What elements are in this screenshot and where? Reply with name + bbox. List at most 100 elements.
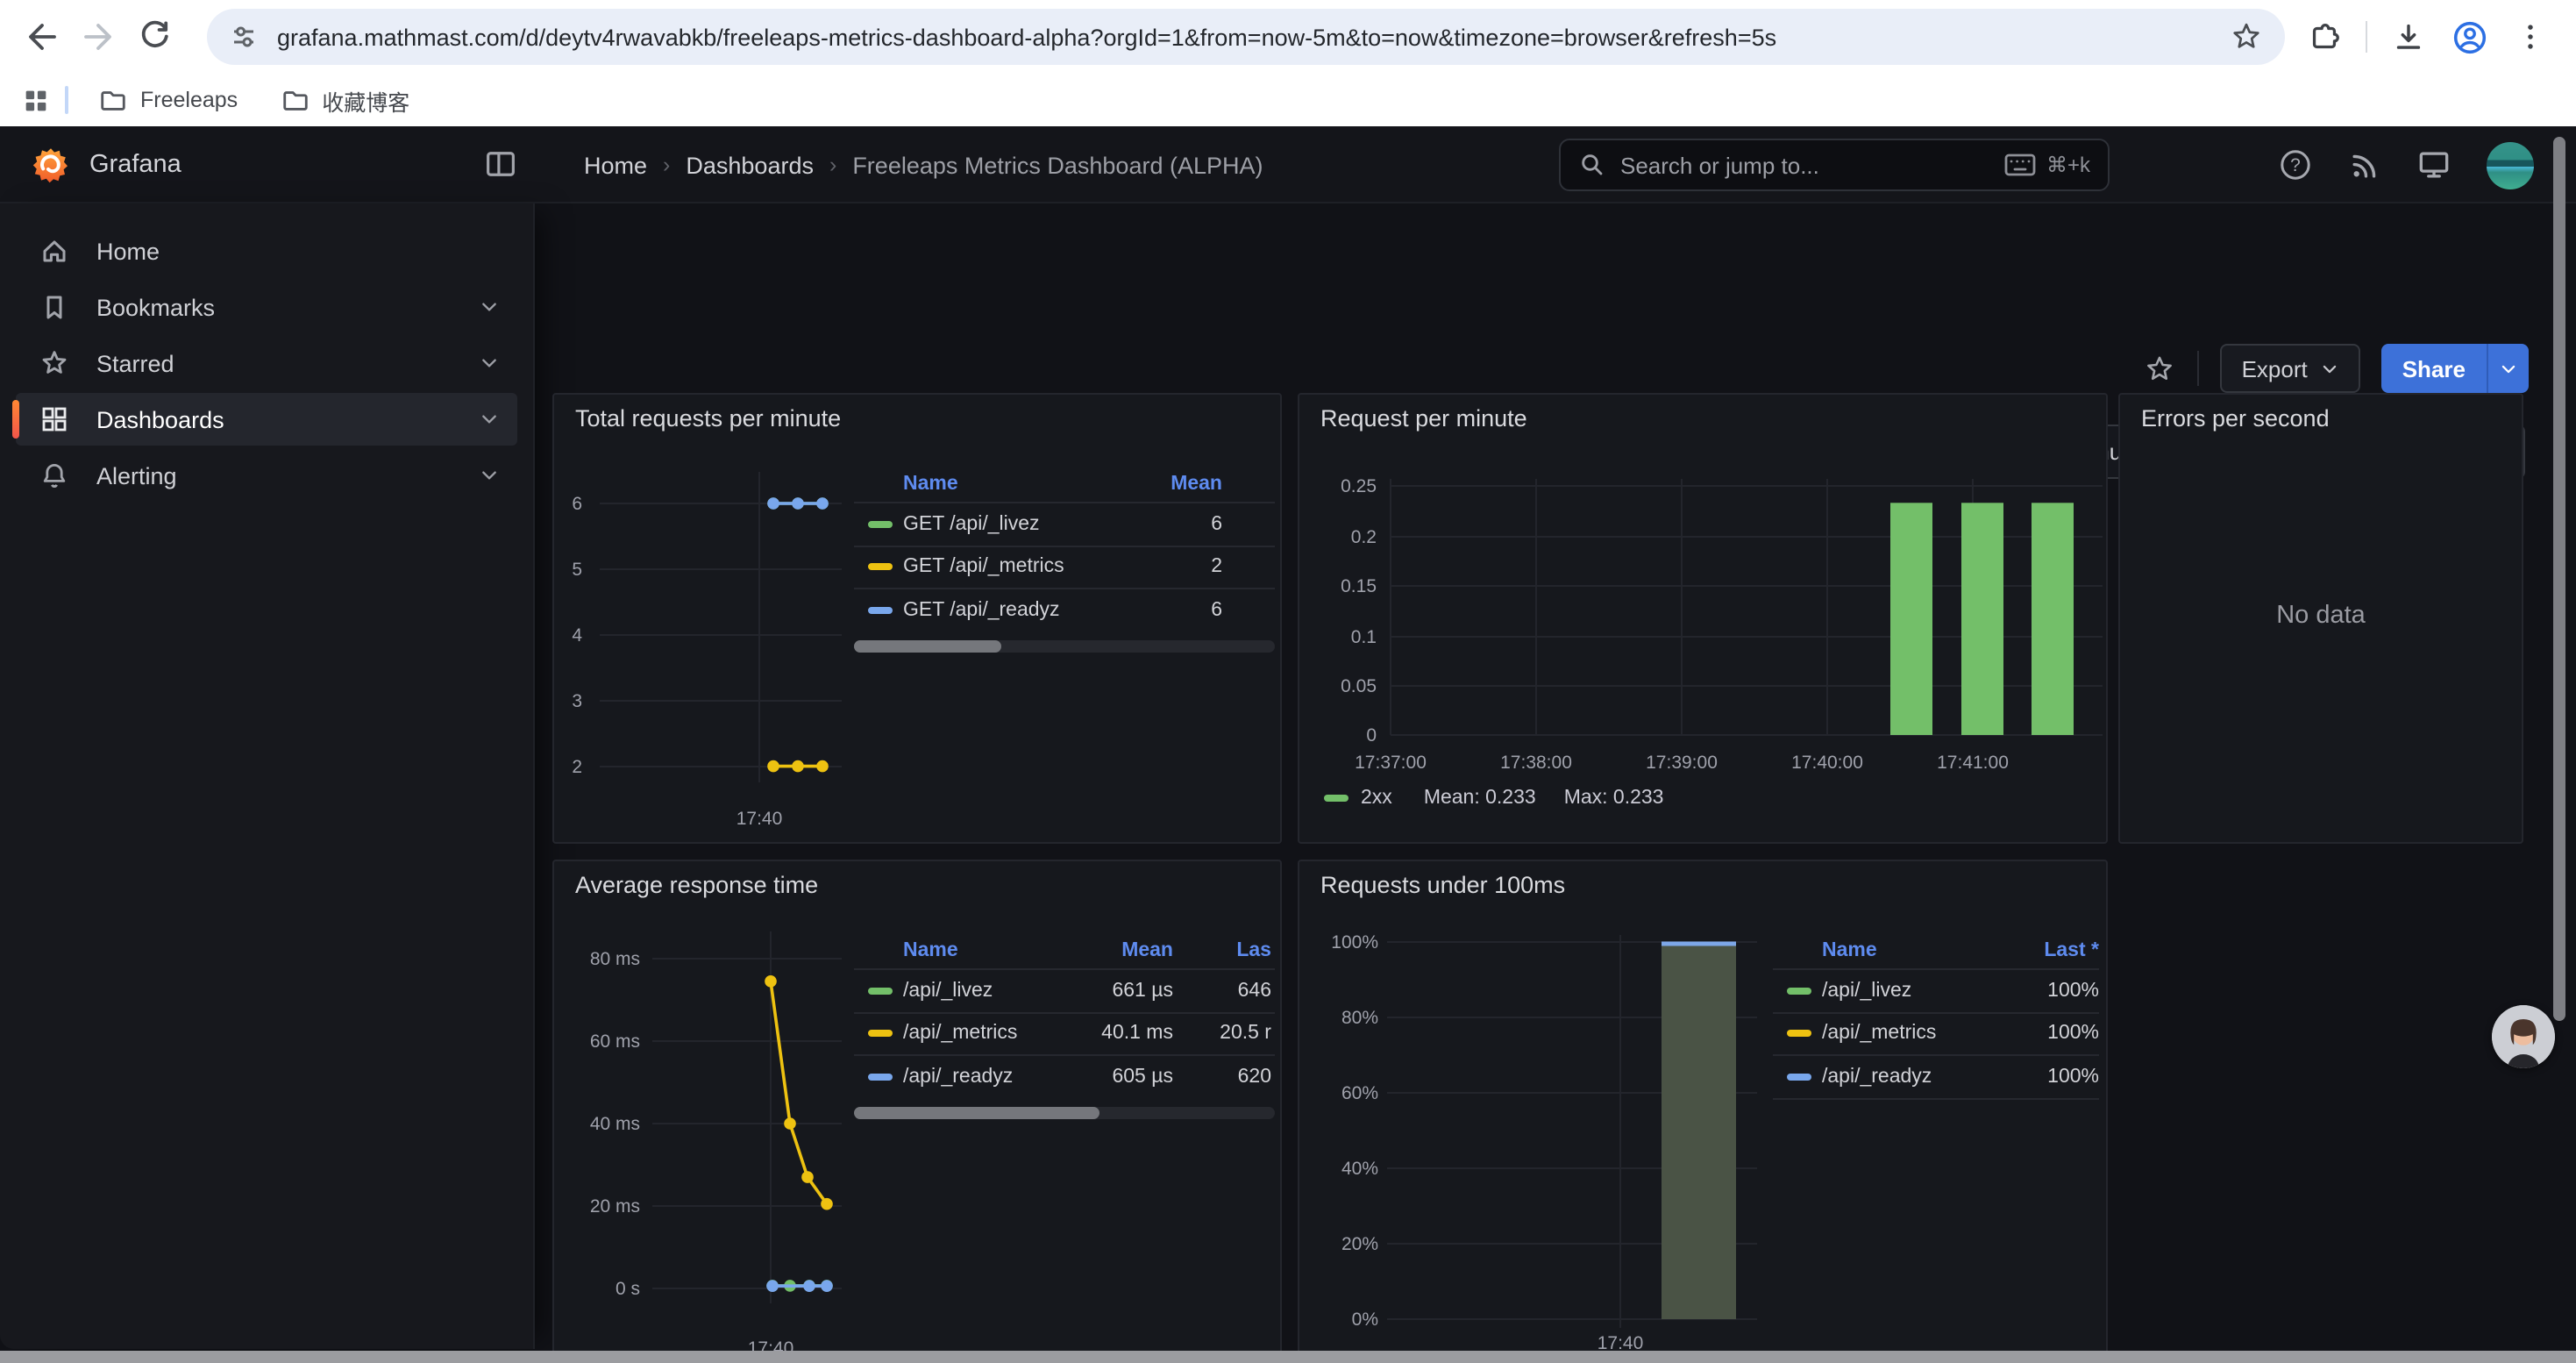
legend-series-name[interactable]: /api/_readyz — [903, 1066, 1014, 1088]
legend-row[interactable]: /api/_readyz 605 µs 620 — [854, 1054, 1275, 1097]
sidebar-item-alerting[interactable]: Alerting — [16, 449, 517, 502]
legend-series-name[interactable]: GET /api/_readyz — [903, 599, 1060, 621]
series-color-dash — [1324, 795, 1348, 802]
share-menu-button[interactable] — [2487, 344, 2529, 393]
legend-value-last: 100% — [2047, 980, 2099, 1002]
legend-value-last: 100% — [2047, 1023, 2099, 1045]
legend-col-name[interactable]: Name — [903, 939, 958, 960]
breadcrumb-separator: › — [829, 153, 837, 177]
search-input[interactable]: Search or jump to... ⌘+k — [1559, 139, 2110, 191]
legend-row[interactable]: /api/_metrics 100% — [1773, 1011, 2099, 1054]
bookmark-star-icon[interactable] — [2229, 19, 2264, 54]
legend-row[interactable]: /api/_livez 661 µs 646 — [854, 968, 1275, 1011]
sidebar-item-dashboards[interactable]: Dashboards — [12, 393, 517, 446]
legend-series-name[interactable]: /api/_metrics — [1822, 1023, 1937, 1045]
menu-kebab-icon[interactable] — [2513, 19, 2548, 54]
series-color-dash — [868, 1030, 893, 1038]
horizontal-scrollbar[interactable] — [0, 1351, 2576, 1363]
sidebar-item-home[interactable]: Home — [16, 225, 517, 277]
legend-col[interactable]: Las — [1236, 939, 1271, 960]
vertical-scrollbar[interactable] — [2553, 137, 2565, 1021]
reload-button[interactable] — [126, 9, 182, 65]
legend-col-name[interactable]: Name — [903, 473, 958, 494]
bookmark-folder-blogs[interactable]: 收藏博客 — [267, 78, 422, 122]
share-split-button: Share — [2380, 344, 2529, 393]
panel-title[interactable]: Errors per second — [2141, 405, 2330, 432]
assistant-avatar[interactable] — [2492, 1005, 2555, 1068]
legend-series-name[interactable]: /api/_livez — [1822, 980, 1912, 1002]
panel-title[interactable]: Average response time — [575, 872, 819, 898]
legend-series-name[interactable]: /api/_livez — [903, 980, 993, 1002]
legend-series-name[interactable]: GET /api/_metrics — [903, 556, 1064, 578]
site-settings-icon[interactable] — [228, 21, 260, 53]
legend-col[interactable]: Mean — [1121, 939, 1173, 960]
legend-series-name[interactable]: 2xx — [1361, 788, 1392, 809]
legend-row[interactable]: GET /api/_metrics 2 — [854, 545, 1275, 588]
panel-title[interactable]: Request per minute — [1320, 405, 1527, 432]
grafana-logo — [32, 148, 68, 183]
legend-row[interactable]: GET /api/_readyz 6 — [854, 588, 1275, 631]
svg-text:0 s: 0 s — [616, 1279, 640, 1299]
reload-icon — [141, 20, 168, 47]
url-text[interactable]: grafana.mathmast.com/d/deytv4rwavabkb/fr… — [277, 24, 1777, 50]
legend-col-name[interactable]: Name — [1822, 939, 1877, 960]
back-button[interactable] — [14, 9, 70, 65]
dashboard-actions: Export Share — [535, 330, 2576, 407]
grafana-header: Grafana Home › Dashboards › Freeleaps Metric… — [0, 126, 2576, 203]
legend-series-name[interactable]: /api/_metrics — [903, 1023, 1018, 1045]
under-100ms-chart: 100% 80% 60% 40% 20% 0% 17:40 — [1331, 932, 1757, 1353]
chevron-down-icon[interactable] — [479, 409, 500, 430]
news-rss-icon[interactable] — [2348, 148, 2381, 182]
legend-value-last: 20.5 r — [1220, 1023, 1271, 1045]
series-color-dash — [1787, 987, 1811, 995]
star-dashboard-button[interactable] — [2144, 352, 2177, 385]
profile-icon[interactable] — [2450, 17, 2490, 57]
legend-row[interactable]: /api/_metrics 40.1 ms 20.5 r — [854, 1011, 1275, 1054]
chevron-down-icon[interactable] — [479, 353, 500, 374]
svg-text:0.05: 0.05 — [1341, 676, 1377, 696]
legend-scrollbar[interactable] — [854, 1106, 1275, 1118]
legend-row[interactable]: GET /api/_livez 6 — [854, 502, 1275, 545]
legend-value-mean: 2 — [1211, 556, 1222, 578]
panel-title[interactable]: Total requests per minute — [575, 405, 842, 432]
bookmarks-bar: Freeleaps 收藏博客 — [0, 74, 2576, 126]
export-button[interactable]: Export — [2220, 344, 2360, 393]
chevron-down-icon[interactable] — [479, 465, 500, 486]
legend-header: Name Mean — [854, 465, 1275, 502]
user-avatar[interactable] — [2487, 141, 2534, 189]
bookmark-folder-freeleaps[interactable]: Freeleaps — [86, 80, 250, 120]
chevron-down-icon[interactable] — [479, 296, 500, 318]
svg-text:60%: 60% — [1341, 1083, 1378, 1103]
download-icon[interactable] — [2390, 18, 2427, 55]
panel-requests-under-100ms: Requests under 100ms 100% 80% 60% 40% 20% 0% 1… — [1298, 860, 2108, 1363]
legend-col[interactable]: Mean — [1171, 473, 1222, 494]
svg-text:20%: 20% — [1341, 1234, 1378, 1254]
sidebar-item-starred[interactable]: Starred — [16, 337, 517, 389]
share-button[interactable]: Share — [2380, 344, 2487, 393]
monitor-icon[interactable] — [2416, 147, 2451, 182]
legend-row[interactable]: /api/_readyz 100% — [1773, 1054, 2099, 1099]
breadcrumb-item[interactable]: Home — [584, 152, 648, 178]
extensions-icon[interactable] — [2306, 18, 2343, 55]
legend-row[interactable]: /api/_livez 100% — [1773, 968, 2099, 1011]
legend-col[interactable]: Last * — [2044, 939, 2099, 960]
forward-button[interactable] — [70, 9, 126, 65]
legend-table: Name Mean Las/api/_livez 661 µs 646/api/_met… — [854, 931, 1275, 1118]
search-shortcut: ⌘+k — [2004, 153, 2090, 177]
forward-icon — [84, 24, 111, 50]
legend-scrollbar[interactable] — [854, 639, 1275, 652]
sidebar-item-bookmarks[interactable]: Bookmarks — [16, 281, 517, 333]
svg-text:17:38:00: 17:38:00 — [1500, 753, 1572, 773]
apps-grid-icon[interactable] — [21, 85, 51, 115]
svg-text:17:41:00: 17:41:00 — [1937, 753, 2009, 773]
help-icon[interactable]: ? — [2278, 147, 2313, 182]
address-bar[interactable]: grafana.mathmast.com/d/deytv4rwavabkb/fr… — [207, 9, 2285, 65]
legend-series-name[interactable]: /api/_readyz — [1822, 1066, 1932, 1088]
legend-value-last: 100% — [2047, 1066, 2099, 1088]
dock-menu-icon[interactable] — [484, 147, 517, 181]
svg-text:?: ? — [2290, 155, 2301, 175]
legend-series-name[interactable]: GET /api/_livez — [903, 513, 1040, 535]
grafana-brand[interactable]: Grafana — [32, 126, 181, 203]
panel-title[interactable]: Requests under 100ms — [1320, 872, 1566, 898]
breadcrumb-item[interactable]: Dashboards — [686, 152, 814, 178]
